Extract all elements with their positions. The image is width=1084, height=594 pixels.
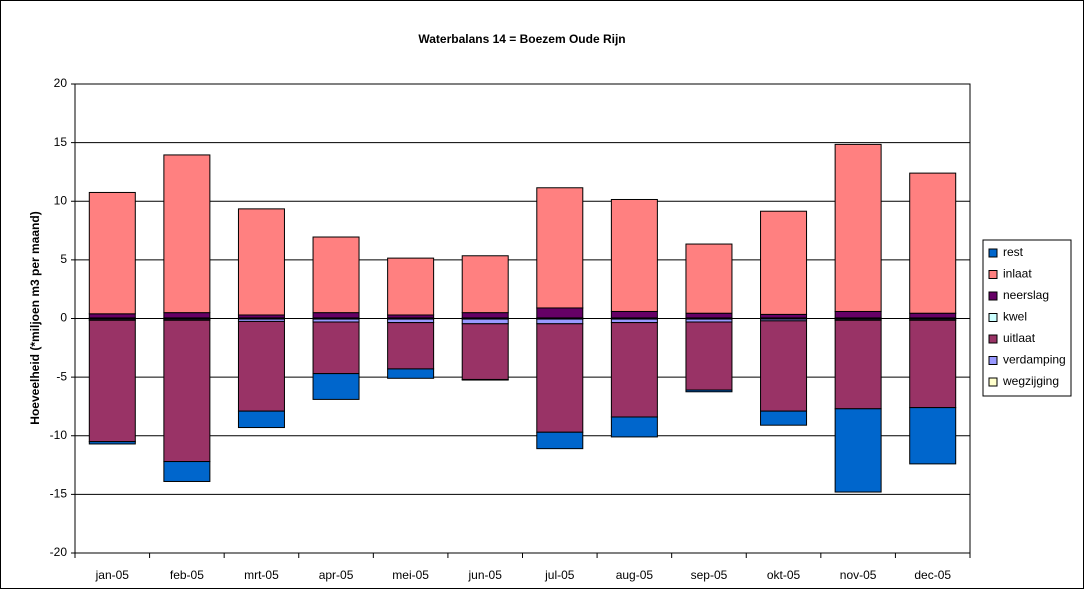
bar-segment xyxy=(387,322,435,370)
bar-segment xyxy=(834,143,882,312)
bar-segment xyxy=(163,312,211,319)
bar-segment xyxy=(461,323,509,380)
bar-segment xyxy=(536,431,584,450)
y-tick-label: 5 xyxy=(60,252,67,266)
bar-segment xyxy=(685,312,733,319)
bar-segment xyxy=(760,210,808,315)
legend-swatch xyxy=(988,270,998,279)
bar-segment xyxy=(387,368,435,379)
bar-segment xyxy=(88,191,136,315)
bar-segment xyxy=(610,318,658,324)
bar-segment xyxy=(536,323,584,433)
y-tick-label: -20 xyxy=(50,545,68,559)
y-tick-label: -5 xyxy=(56,369,67,383)
bar-segment xyxy=(163,319,211,463)
y-tick-label: -10 xyxy=(50,428,68,442)
bar-segment xyxy=(834,408,882,493)
x-tick-label: apr-05 xyxy=(319,568,354,582)
x-tick-label: aug-05 xyxy=(616,568,654,582)
bar-segment xyxy=(834,310,882,319)
x-tick-label: jun-05 xyxy=(468,568,503,582)
bar-segment xyxy=(760,410,808,426)
bar-segment xyxy=(461,312,509,319)
legend-label: rest xyxy=(1003,245,1024,259)
bar-segment xyxy=(461,255,509,314)
x-tick-label: feb-05 xyxy=(170,568,204,582)
bar-segment xyxy=(760,313,808,319)
bar-segment xyxy=(88,441,136,445)
bar-segment xyxy=(610,198,658,312)
bar-segment xyxy=(461,378,509,381)
bar-segment xyxy=(685,321,733,391)
legend-label: wegzijging xyxy=(1002,374,1059,388)
bar-segment xyxy=(237,410,285,429)
bar-segment xyxy=(610,310,658,319)
y-axis-label: Hoeveelheid (*miljoen m3 per maand) xyxy=(28,211,42,424)
legend-swatch xyxy=(988,356,998,365)
x-tick-label: mei-05 xyxy=(392,568,429,582)
bar-segment xyxy=(312,312,360,319)
y-tick-label: -15 xyxy=(50,487,68,501)
bar-segment xyxy=(909,172,957,314)
bar-segment xyxy=(237,208,285,316)
bar-segment xyxy=(834,319,882,410)
legend-swatch xyxy=(988,334,998,344)
bar-segment xyxy=(536,187,584,309)
bar-segment xyxy=(387,318,435,324)
bar-segment xyxy=(387,257,435,316)
x-tick-label: sep-05 xyxy=(691,568,728,582)
bar-segment xyxy=(536,307,584,319)
bar-segment xyxy=(312,321,360,375)
bar-segment xyxy=(685,243,733,314)
x-tick-label: jul-05 xyxy=(544,568,575,582)
bar-segment xyxy=(237,320,285,412)
y-tick-label: 15 xyxy=(54,135,68,149)
x-tick-label: dec-05 xyxy=(914,568,951,582)
legend-swatch xyxy=(988,248,998,258)
x-tick-label: jan-05 xyxy=(95,568,130,582)
bar-segment xyxy=(685,389,733,393)
x-tick-label: mrt-05 xyxy=(244,568,279,582)
bar-segment xyxy=(88,313,136,319)
legend-label: verdamping xyxy=(1003,353,1066,367)
bar-segment xyxy=(312,373,360,400)
bar-segment xyxy=(88,319,136,443)
bar-segment xyxy=(461,318,509,325)
legend-label: uitlaat xyxy=(1003,331,1036,345)
y-tick-label: 20 xyxy=(54,76,68,90)
chart-title: Waterbalans 14 = Boezem Oude Rijn xyxy=(418,32,625,46)
x-tick-label: nov-05 xyxy=(840,568,877,582)
legend-swatch xyxy=(988,313,998,322)
legend-swatch xyxy=(988,377,998,387)
legend-label: kwel xyxy=(1003,310,1027,324)
bar-segment xyxy=(312,236,360,314)
bar-segment xyxy=(610,322,658,418)
bar-segment xyxy=(163,461,211,482)
bar-segment xyxy=(163,154,211,314)
bar-segment xyxy=(909,312,957,319)
bar-segment xyxy=(909,319,957,409)
legend-label: neerslag xyxy=(1003,288,1049,302)
legend-swatch xyxy=(988,291,998,301)
bar-segment xyxy=(760,320,808,412)
legend-label: inlaat xyxy=(1003,267,1032,281)
y-tick-label: 10 xyxy=(54,193,68,207)
legend-box xyxy=(982,239,1072,397)
y-tick-label: 0 xyxy=(60,311,67,325)
bar-segment xyxy=(610,416,658,438)
bar-segment xyxy=(909,407,957,465)
x-tick-label: okt-05 xyxy=(767,568,801,582)
bar-segment xyxy=(536,318,584,325)
